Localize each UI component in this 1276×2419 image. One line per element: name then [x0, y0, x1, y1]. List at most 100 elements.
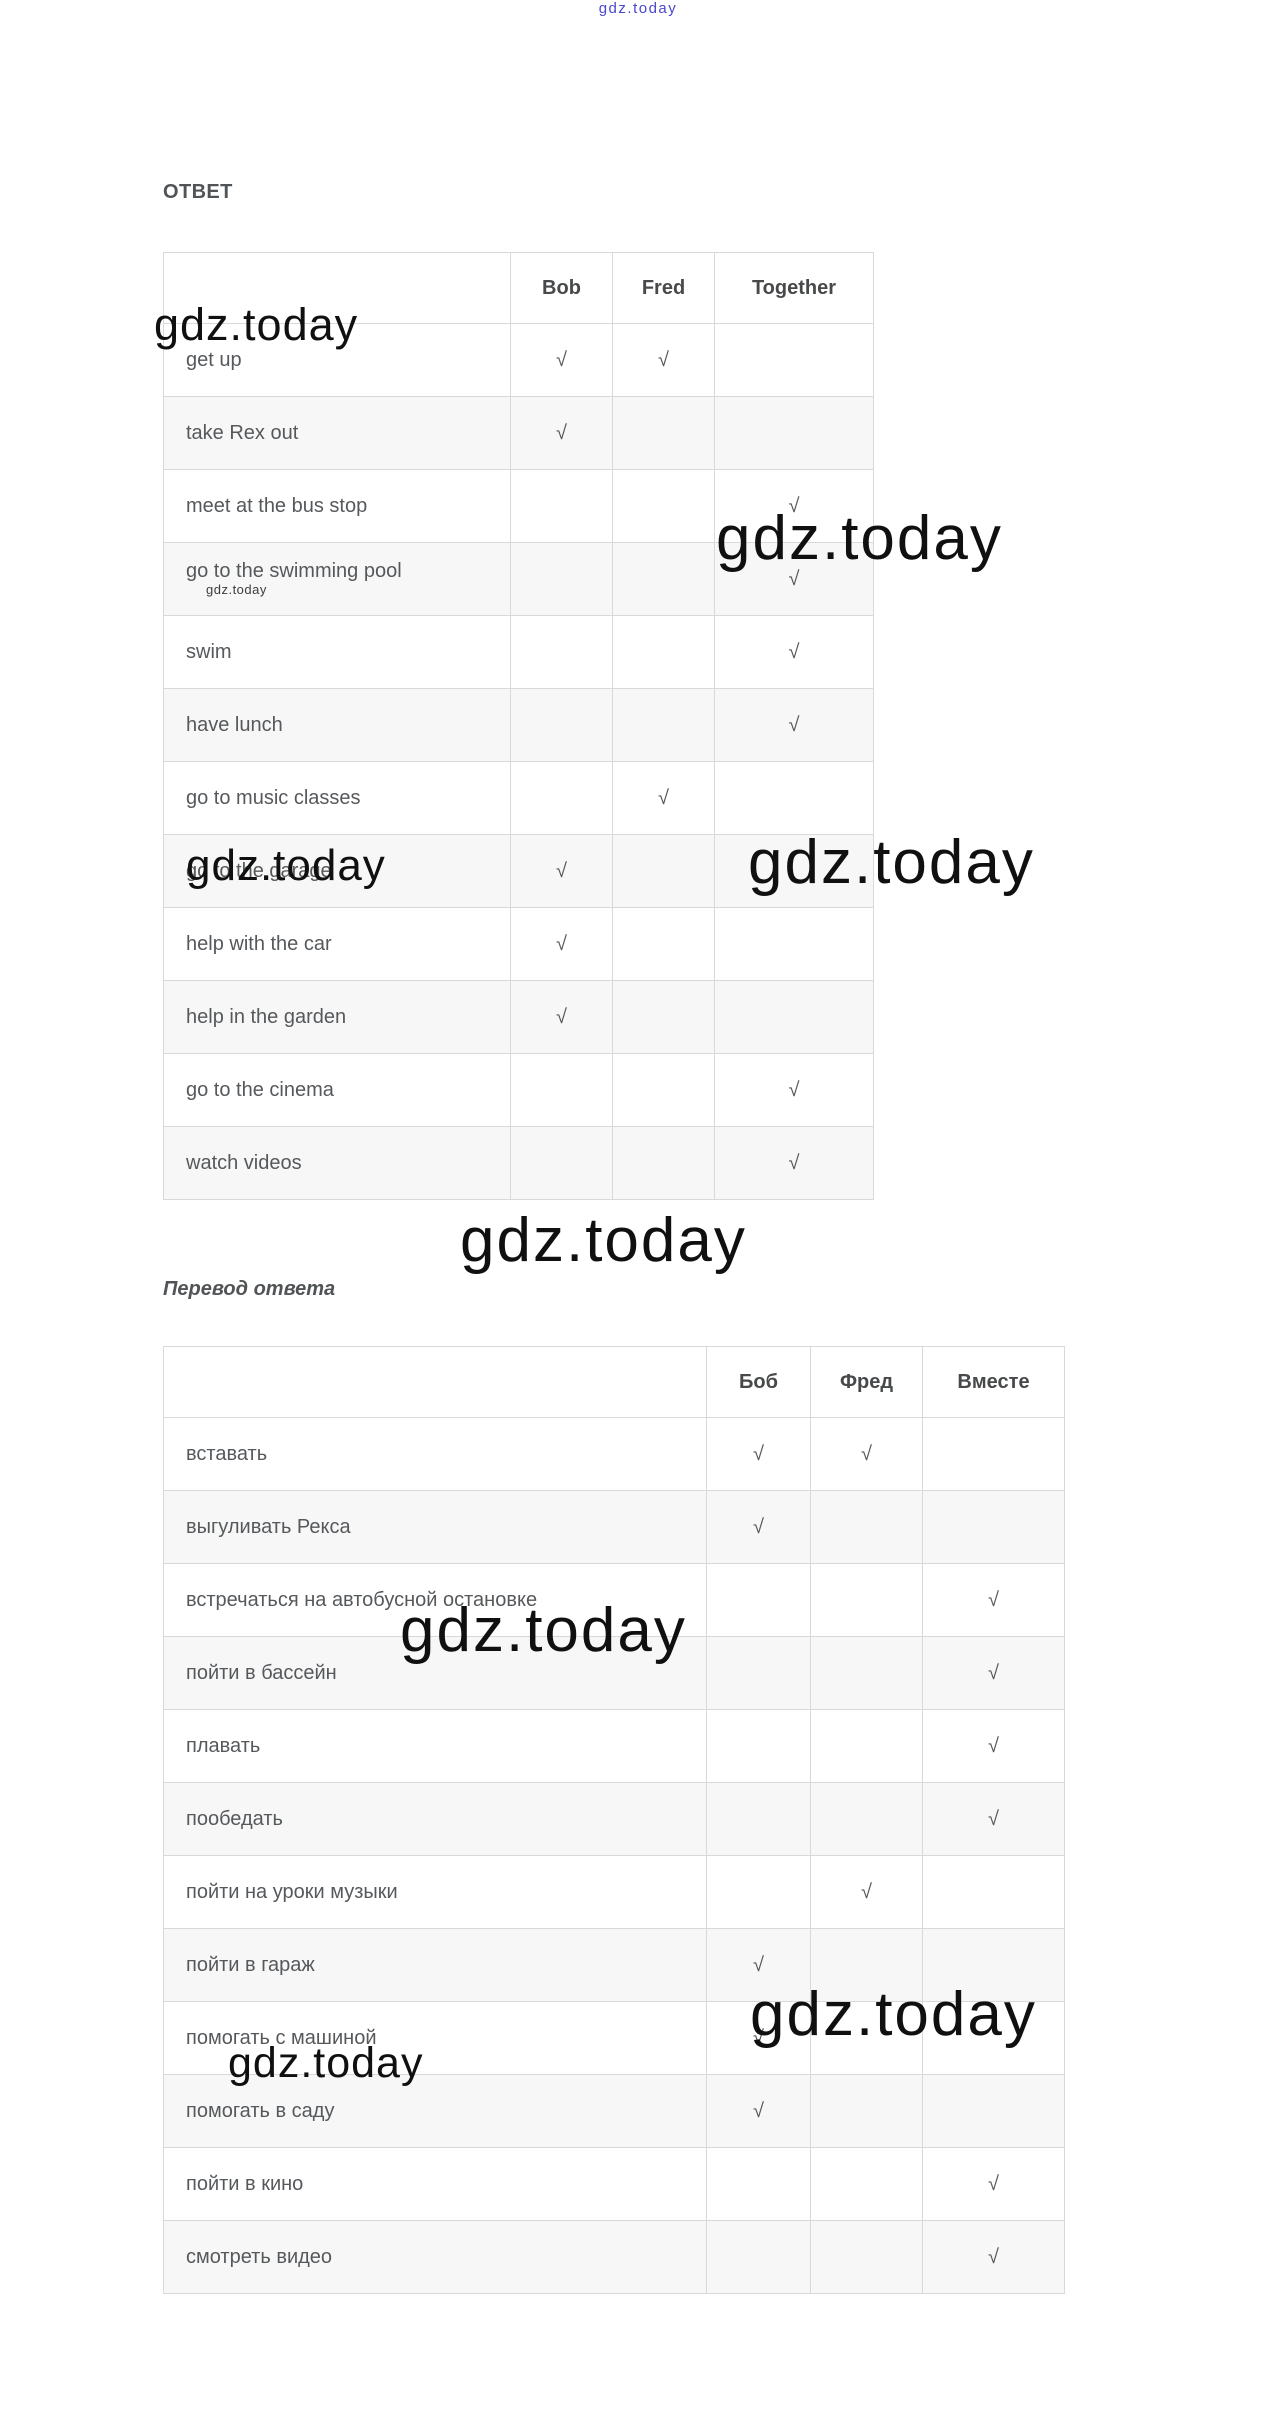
- checkmark-cell: √: [714, 469, 874, 543]
- checkmark-cell: √: [922, 1636, 1065, 1710]
- table-row: пойти в кино √: [163, 2147, 1065, 2221]
- watermark-text: gdz.today: [206, 582, 267, 598]
- activity-label-cell: get up: [163, 323, 511, 397]
- activity-label-cell: help in the garden: [163, 980, 511, 1054]
- empty-cell: [706, 1855, 811, 1929]
- checkmark-cell: √: [706, 1490, 811, 1564]
- activity-label-cell: go to the swimming pool gdz.today: [163, 542, 511, 616]
- activity-label-cell: помогать в саду: [163, 2074, 707, 2148]
- watermark-text: gdz.today: [716, 504, 1003, 573]
- activity-label-cell: go to music classes: [163, 761, 511, 835]
- table-row: выгуливать Рекса √: [163, 1490, 1065, 1564]
- empty-cell: [810, 2220, 923, 2294]
- answer-table: Bob Fred Together get up √ √ take Rex out √ m…: [163, 252, 874, 1200]
- empty-cell: [706, 2147, 811, 2221]
- activity-label-cell: вставать: [163, 1417, 707, 1491]
- table-row: have lunch √: [163, 688, 874, 762]
- empty-cell: [810, 1636, 923, 1710]
- checkmark-cell: √: [922, 2220, 1065, 2294]
- checkmark-cell: √: [612, 323, 715, 397]
- translation-heading: Перевод ответа: [163, 1278, 336, 1300]
- activity-label-cell: meet at the bus stop: [163, 469, 511, 543]
- empty-cell: [706, 1636, 811, 1710]
- empty-cell: [706, 1782, 811, 1856]
- empty-cell: [510, 615, 613, 689]
- empty-cell: [810, 1490, 923, 1564]
- empty-cell: [510, 542, 613, 616]
- empty-cell: [810, 1563, 923, 1637]
- activity-label-cell: help with the car: [163, 907, 511, 981]
- watermark-text: gdz.today: [228, 2039, 424, 2087]
- empty-cell: [612, 396, 715, 470]
- activity-label-cell: swim: [163, 615, 511, 689]
- watermark-text: gdz.today: [750, 1980, 1037, 2049]
- empty-cell: [714, 907, 874, 981]
- empty-cell: [714, 834, 874, 908]
- checkmark-cell: √: [810, 1417, 923, 1491]
- checkmark-cell: √: [510, 907, 613, 981]
- checkmark-cell: √: [612, 761, 715, 835]
- empty-cell: [510, 469, 613, 543]
- activity-label-cell: смотреть видео: [163, 2220, 707, 2294]
- empty-cell: [810, 1709, 923, 1783]
- empty-cell: [612, 907, 715, 981]
- empty-cell: [510, 688, 613, 762]
- top-site-link[interactable]: gdz.today: [598, 0, 678, 17]
- empty-cell: [922, 2001, 1065, 2075]
- empty-cell: [922, 2074, 1065, 2148]
- checkmark-cell: √: [510, 396, 613, 470]
- activity-label-cell: выгуливать Рекса: [163, 1490, 707, 1564]
- checkmark-cell: √: [706, 1417, 811, 1491]
- activity-label-cell: пойти в кино: [163, 2147, 707, 2221]
- table-row: help in the garden √: [163, 980, 874, 1054]
- empty-cell: [612, 615, 715, 689]
- empty-cell: [612, 834, 715, 908]
- table-row: go to music classes √: [163, 761, 874, 835]
- empty-cell: [706, 1563, 811, 1637]
- col-header-bob-ru: Боб: [706, 1346, 811, 1418]
- checkmark-cell: √: [510, 834, 613, 908]
- empty-cell: [612, 469, 715, 543]
- translation-table: Боб Фред Вместе вставать √ √ выгуливать Рек…: [163, 1346, 1065, 2294]
- checkmark-cell: √: [810, 1855, 923, 1929]
- table-row: go to the cinema √: [163, 1053, 874, 1127]
- table-row: swim √: [163, 615, 874, 689]
- activity-label-cell: have lunch: [163, 688, 511, 762]
- empty-cell: [612, 542, 715, 616]
- checkmark-cell: √: [706, 2074, 811, 2148]
- table-row: watch videos √: [163, 1126, 874, 1200]
- checkmark-cell: √: [922, 1709, 1065, 1783]
- answer-table-header-row: Bob Fred Together: [163, 252, 874, 324]
- checkmark-cell: √: [922, 1782, 1065, 1856]
- watermark-text: gdz.today: [460, 1206, 747, 1275]
- empty-cell: [810, 2001, 923, 2075]
- table-row: take Rex out √: [163, 396, 874, 470]
- table-row: вставать √ √: [163, 1417, 1065, 1491]
- empty-cell: [922, 1417, 1065, 1491]
- empty-header-cell: [163, 252, 511, 324]
- col-header-bob: Bob: [510, 252, 613, 324]
- empty-cell: [714, 761, 874, 835]
- activity-label-cell: go to the cinema: [163, 1053, 511, 1127]
- watermark-text: gdz.today: [400, 1596, 687, 1665]
- checkmark-cell: √: [714, 688, 874, 762]
- translation-table-header-row: Боб Фред Вместе: [163, 1346, 1065, 1418]
- empty-cell: [706, 1709, 811, 1783]
- checkmark-cell: √: [922, 2147, 1065, 2221]
- table-row: плавать √: [163, 1709, 1065, 1783]
- checkmark-cell: √: [714, 615, 874, 689]
- empty-cell: [612, 1053, 715, 1127]
- empty-cell: [922, 1928, 1065, 2002]
- empty-cell: [510, 761, 613, 835]
- empty-cell: [922, 1490, 1065, 1564]
- empty-cell: [714, 396, 874, 470]
- activity-label-cell: watch videos: [163, 1126, 511, 1200]
- watermark-text: gdz.today: [748, 828, 1035, 897]
- watermark-text: gdz.today: [186, 841, 386, 890]
- empty-cell: [706, 2220, 811, 2294]
- activity-label-cell: пойти в гараж: [163, 1928, 707, 2002]
- table-row: помогать в саду √: [163, 2074, 1065, 2148]
- activity-label-cell: пойти в бассейн: [163, 1636, 707, 1710]
- table-row: get up √ √: [163, 323, 874, 397]
- activity-label-cell: пойти на уроки музыки: [163, 1855, 707, 1929]
